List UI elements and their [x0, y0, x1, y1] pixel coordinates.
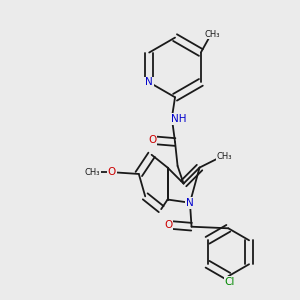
Text: CH₃: CH₃	[217, 152, 232, 161]
Text: O: O	[148, 135, 156, 146]
Text: O: O	[107, 167, 116, 177]
Text: NH: NH	[171, 114, 187, 124]
Text: N: N	[186, 198, 194, 208]
Text: Cl: Cl	[225, 277, 235, 287]
Text: CH₃: CH₃	[85, 168, 100, 177]
Text: O: O	[164, 220, 173, 230]
Text: CH₃: CH₃	[204, 30, 220, 39]
Text: N: N	[145, 77, 153, 87]
